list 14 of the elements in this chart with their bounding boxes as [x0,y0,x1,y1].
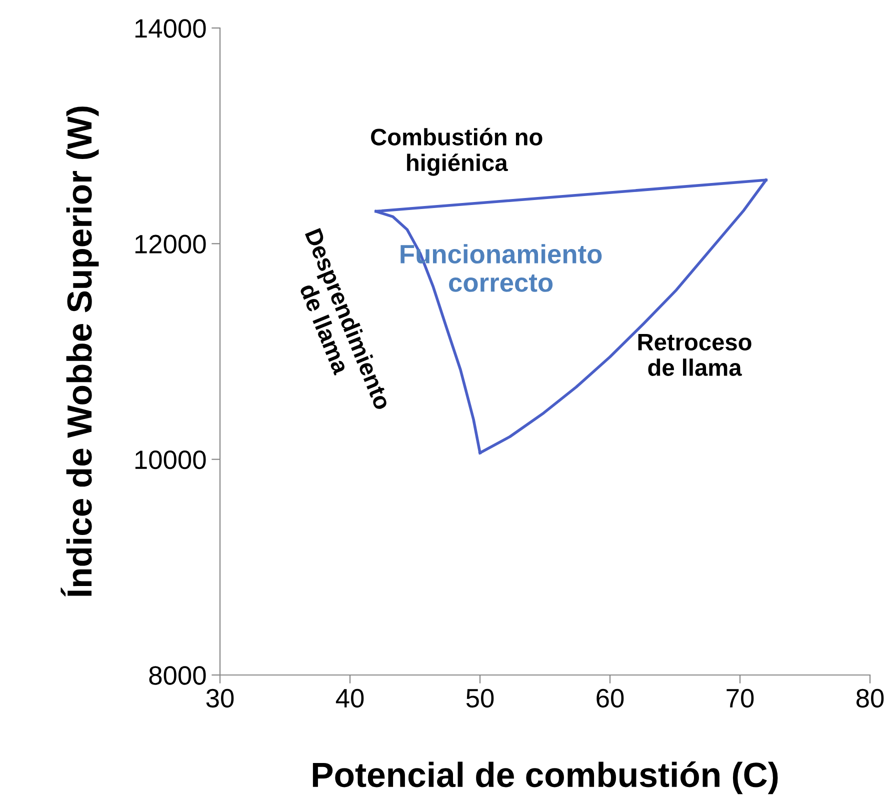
y-tick-label: 12000 [135,234,206,254]
y-tick-label: 10000 [135,450,206,470]
x-tick-label: 60 [596,688,624,708]
annotation: Retroceso de llama [638,334,752,376]
x-tick-label: 40 [336,688,364,708]
annotation: Combustión no higiénica [371,128,542,176]
x-tick-label: 70 [726,688,754,708]
y-axis-title: Índice de Wobbe Superior (W) [60,106,99,596]
x-axis-title: Potencial de combustión (C) [312,761,778,794]
x-tick-label: 50 [466,688,494,708]
y-tick-label: 14000 [135,19,206,38]
y-tick-label: 8000 [149,666,206,685]
x-tick-label: 80 [856,688,884,708]
x-tick-label: 30 [206,688,234,708]
